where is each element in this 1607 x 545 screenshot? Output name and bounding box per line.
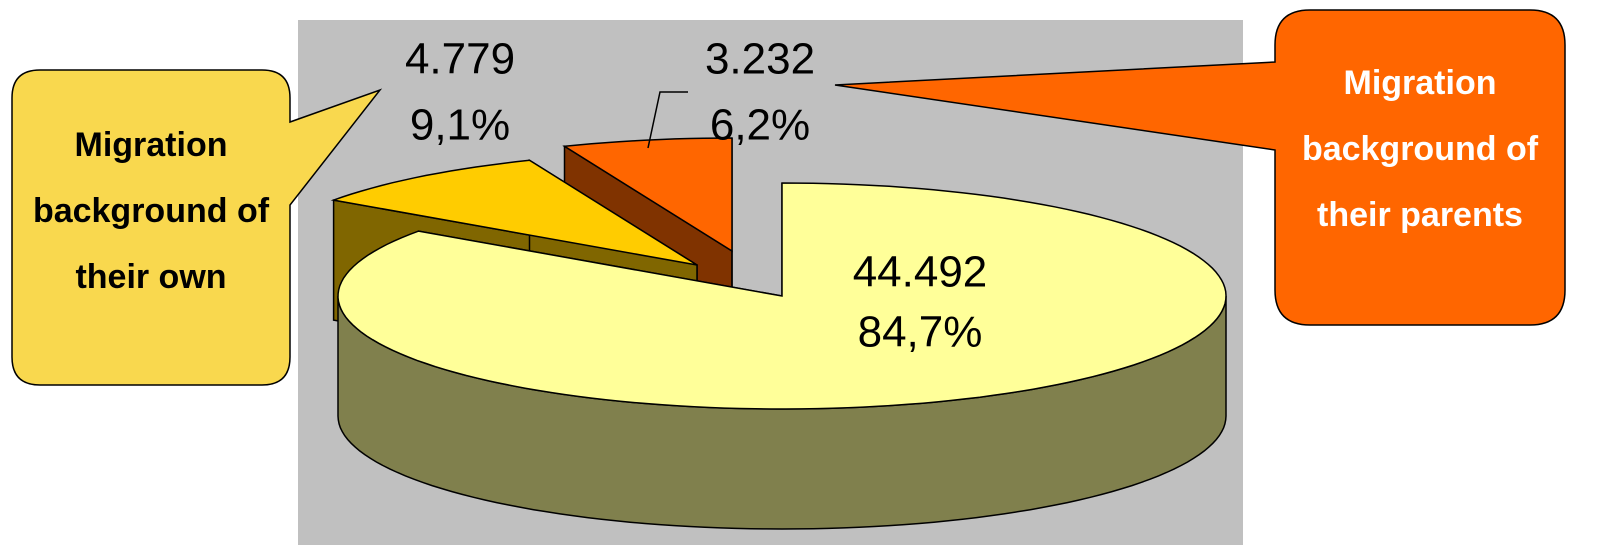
percentage-label: 84,7% xyxy=(858,308,983,357)
category-label: Migration background of their parents xyxy=(1301,64,1539,234)
value-label: 44.492 xyxy=(853,248,988,297)
leader-line xyxy=(647,91,688,149)
slice xyxy=(337,182,1227,410)
category-label: Migration background of their own xyxy=(32,126,270,296)
slice xyxy=(330,159,698,266)
slice xyxy=(562,137,733,253)
value-label: 4.779 xyxy=(405,35,515,84)
callout xyxy=(11,69,383,386)
value-label: 3.232 xyxy=(705,35,815,84)
percentage-label: 9,1% xyxy=(410,101,510,150)
percentage-label: 6,2% xyxy=(710,101,810,150)
callout xyxy=(834,9,1566,326)
